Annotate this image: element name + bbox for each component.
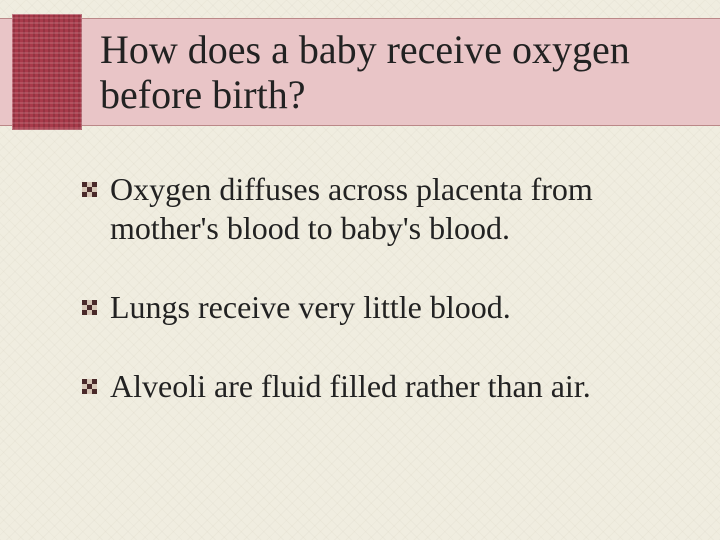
bullet-text: Oxygen diffuses across placenta from mot…	[110, 171, 593, 246]
list-item: Oxygen diffuses across placenta from mot…	[82, 170, 680, 248]
bullet-icon	[82, 300, 97, 315]
title-bar: How does a baby receive oxygen before bi…	[0, 18, 720, 126]
bullet-text: Alveoli are fluid filled rather than air…	[110, 368, 591, 404]
slide-title: How does a baby receive oxygen before bi…	[100, 28, 696, 118]
bullet-icon	[82, 182, 97, 197]
title-side-block	[12, 14, 82, 130]
list-item: Lungs receive very little blood.	[82, 288, 680, 327]
list-item: Alveoli are fluid filled rather than air…	[82, 367, 680, 406]
bullet-text: Lungs receive very little blood.	[110, 289, 511, 325]
content-area: Oxygen diffuses across placenta from mot…	[82, 170, 680, 446]
bullet-icon	[82, 379, 97, 394]
